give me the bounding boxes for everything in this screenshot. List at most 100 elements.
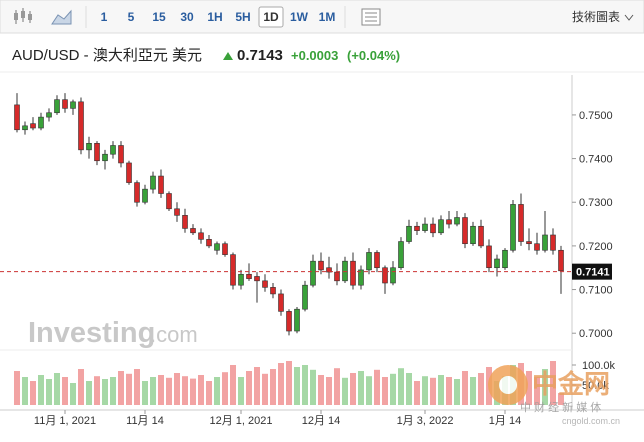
candle-body: [198, 232, 204, 240]
volume-bar: [542, 369, 548, 405]
table-icon[interactable]: [361, 8, 381, 26]
candle-body: [246, 273, 252, 279]
volume-tick-label: 50.0k: [582, 380, 609, 392]
interval-button[interactable]: 1D: [263, 10, 279, 24]
candle-body: [254, 276, 260, 282]
candle-body: [350, 260, 356, 286]
watermark-suffix: .com: [150, 322, 198, 347]
interval-button[interactable]: 5: [128, 10, 135, 24]
interval-button[interactable]: 5H: [235, 10, 250, 24]
menu-technical[interactable]: 技術圖表: [572, 10, 620, 24]
candle-body: [158, 175, 164, 194]
candle-body: [398, 241, 404, 269]
candle-body: [558, 249, 564, 272]
y-tick-label: 0.7300: [579, 197, 613, 209]
interval-button[interactable]: 1W: [290, 10, 309, 24]
volume-bar: [262, 373, 268, 405]
volume-bar: [350, 373, 356, 405]
y-tick-label: 0.7200: [579, 241, 613, 253]
candle-body: [334, 271, 340, 282]
volume-bar: [182, 376, 188, 405]
volume-bar: [94, 376, 100, 405]
volume-bar: [302, 365, 308, 405]
candle-body: [118, 145, 124, 164]
volume-bar: [286, 361, 292, 405]
candle-body: [38, 116, 44, 129]
active-interval-box: [258, 6, 284, 28]
volume-bar: [158, 375, 164, 405]
volume-bar: [222, 372, 228, 405]
y-tick-label: 0.7100: [579, 285, 613, 297]
cn-watermark: 中金网 中 财 经 新 媒 体 cngold.com.cn: [488, 365, 620, 426]
cn-slogan: 中 财 经 新 媒 体: [520, 400, 601, 414]
candle-body: [534, 243, 540, 251]
candle-body: [302, 284, 308, 310]
candle-body: [478, 225, 484, 247]
x-tick-label: 11月 1, 2021: [34, 415, 96, 427]
volume-bar: [390, 373, 396, 405]
candle-body: [134, 182, 140, 203]
volume-bar: [526, 371, 532, 405]
candle-body: [278, 293, 284, 312]
volume-bar: [134, 369, 140, 405]
volume-bar: [406, 373, 412, 405]
cn-domain: cngold.com.cn: [562, 416, 620, 426]
candle-icon[interactable]: [14, 8, 32, 24]
volume-bar: [78, 369, 84, 405]
candle-body: [494, 258, 500, 269]
candle-body: [214, 243, 220, 251]
volume-bar: [278, 363, 284, 405]
volume-bar: [318, 375, 324, 405]
volume-bar: [110, 377, 116, 405]
volume-bar: [550, 361, 556, 405]
volume-bar: [558, 393, 564, 405]
volume-bar: [454, 379, 460, 405]
candle-body: [414, 225, 420, 231]
volume-bar: [310, 369, 316, 405]
volume-bar: [238, 377, 244, 405]
candle-body: [190, 228, 196, 234]
quote-change-pct: (+0.04%): [347, 48, 400, 63]
dropdown-arrow[interactable]: [624, 14, 634, 21]
y-tick-label: 0.7400: [579, 154, 613, 166]
candle-body: [238, 273, 244, 286]
candle-body: [262, 280, 268, 288]
volume-bar: [62, 377, 68, 405]
volume-bar: [534, 377, 540, 405]
volume-bar: [358, 371, 364, 405]
candle-body: [166, 193, 172, 210]
candle-body: [310, 260, 316, 286]
candle-body: [110, 145, 116, 155]
cn-logo-inner: [499, 376, 517, 394]
interval-button[interactable]: 30: [180, 10, 194, 24]
interval-button[interactable]: 1: [101, 10, 108, 24]
x-tick-label: 12月 14: [302, 415, 341, 427]
volume-tick-label: 100.0k: [582, 360, 616, 372]
area-icon[interactable]: [51, 9, 72, 25]
volume-bar: [294, 367, 300, 405]
volume-bar: [190, 378, 196, 405]
volume-bar: [422, 376, 428, 405]
volume-bar: [206, 381, 212, 405]
interval-button[interactable]: 15: [152, 10, 166, 24]
interval-button[interactable]: 1H: [207, 10, 222, 24]
volume-bar: [326, 377, 332, 405]
candle-body: [78, 101, 84, 151]
volume-bar: [166, 377, 172, 405]
volume-bar: [366, 376, 372, 405]
interval-button[interactable]: 1M: [319, 10, 336, 24]
candle-body: [446, 219, 452, 225]
volume-bar: [334, 368, 340, 405]
volume-bar: [150, 377, 156, 405]
candle-body: [270, 287, 276, 295]
volume-bar: [102, 379, 108, 405]
volume-bar: [438, 375, 444, 405]
volume-bar: [446, 377, 452, 405]
candle-body: [206, 239, 212, 247]
candle-body: [462, 217, 468, 245]
candle-body: [454, 217, 460, 225]
candle-body: [550, 234, 556, 251]
candle-body: [86, 143, 92, 151]
